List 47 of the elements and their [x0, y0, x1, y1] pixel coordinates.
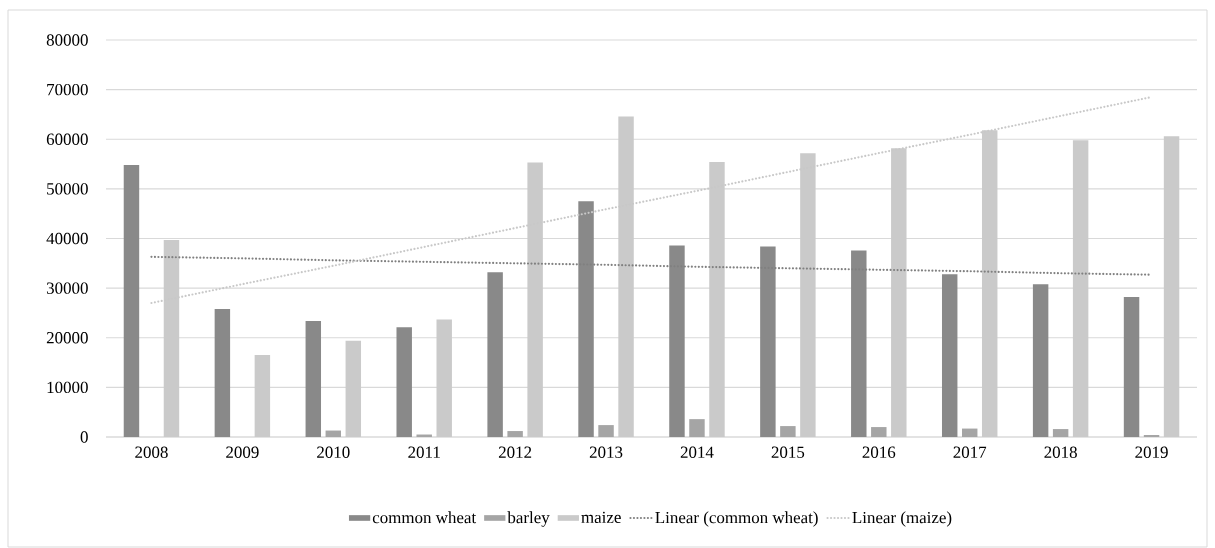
bar — [871, 427, 887, 437]
x-tick-label: 2009 — [226, 446, 259, 458]
bar — [436, 319, 452, 437]
legend-label: barley — [507, 511, 550, 527]
x-tick-label: 2014 — [680, 446, 714, 458]
bar — [507, 431, 523, 437]
y-tick-label: 10000 — [47, 381, 88, 394]
x-tick-label: 2008 — [135, 446, 168, 458]
x-tick-label: 2015 — [771, 446, 805, 458]
bar — [305, 320, 322, 437]
bar — [254, 355, 271, 437]
bar — [214, 308, 231, 437]
y-tick-label: 0 — [80, 431, 88, 443]
bar — [396, 327, 412, 437]
x-tick-label: 2010 — [317, 446, 350, 458]
x-tick-label: 2012 — [498, 446, 532, 458]
y-tick-label: 50000 — [47, 183, 88, 195]
x-tick-label: 2016 — [862, 446, 896, 458]
bar — [1163, 136, 1180, 437]
y-tick-label: 30000 — [46, 282, 88, 294]
bar — [598, 425, 614, 437]
x-tick-label: 2011 — [408, 446, 440, 458]
bar — [325, 430, 342, 437]
bar — [123, 165, 140, 437]
x-tick-label: 2019 — [1135, 446, 1168, 458]
legend-label: Linear (common wheat) — [655, 511, 818, 527]
bar — [345, 340, 362, 437]
bar — [961, 428, 978, 437]
bar — [487, 272, 503, 437]
bar — [1072, 140, 1089, 437]
bar — [1032, 284, 1049, 437]
bar — [780, 426, 796, 437]
y-tick-label: 70000 — [47, 83, 88, 96]
bar — [1052, 429, 1069, 437]
x-tick-label: 2018 — [1044, 446, 1077, 458]
y-tick-label: 60000 — [46, 133, 88, 145]
bar — [1123, 297, 1140, 437]
x-tick-label: 2013 — [589, 446, 623, 458]
bar — [689, 419, 705, 437]
legend-label: Linear (maize) — [852, 511, 952, 527]
bar — [941, 274, 958, 437]
y-tick-label: 20000 — [46, 332, 88, 344]
legend-label: common wheat — [372, 511, 477, 524]
y-tick-label: 80000 — [46, 34, 88, 46]
y-tick-label: 40000 — [46, 232, 88, 245]
x-tick-label: 2017 — [953, 446, 987, 458]
legend-label: maize — [581, 511, 621, 524]
